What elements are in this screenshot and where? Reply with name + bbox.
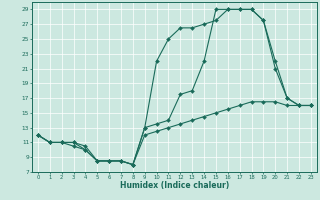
- X-axis label: Humidex (Indice chaleur): Humidex (Indice chaleur): [120, 181, 229, 190]
